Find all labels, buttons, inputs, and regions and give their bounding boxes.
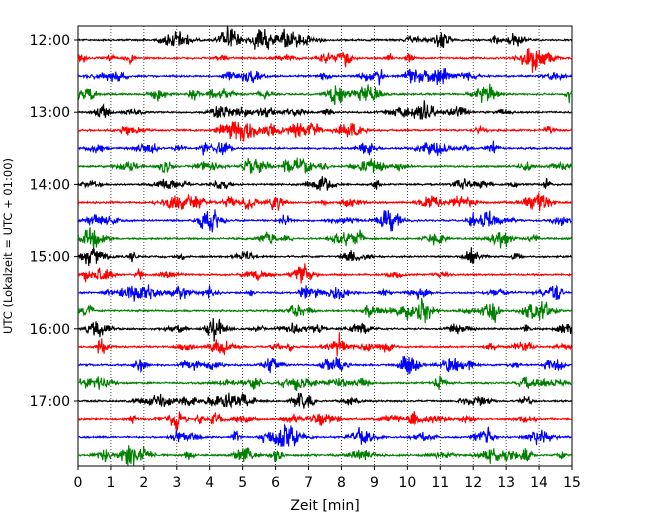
x-tick-label: 14 [530, 475, 548, 491]
x-axis-ticks: 0 1 2 3 4 5 6 7 8 9 10 11 12 13 14 15 [74, 466, 581, 491]
trace-line [77, 192, 573, 212]
trace-line [77, 375, 573, 392]
x-tick-label: 12 [464, 475, 482, 491]
y-tick-label: 13:00 [30, 105, 70, 121]
x-tick-label: 4 [205, 475, 214, 491]
x-tick-label: 6 [271, 475, 280, 491]
y-tick-label: 17:00 [30, 394, 70, 410]
trace-line [77, 423, 573, 447]
trace-line [77, 411, 573, 431]
x-tick-label: 13 [497, 475, 515, 491]
x-axis-label: Zeit [min] [290, 498, 359, 514]
trace-line [77, 246, 573, 266]
y-tick-label: 14:00 [30, 177, 70, 193]
trace-line [77, 227, 573, 249]
trace-line [77, 83, 573, 105]
plot-frame [77, 25, 573, 467]
trace-line [77, 176, 573, 191]
y-axis-ticks: 12:00 13:00 14:00 15:00 16:00 17:00 [30, 33, 78, 410]
trace-line [77, 209, 573, 233]
trace-line [77, 140, 573, 156]
y-tick-label: 16:00 [30, 322, 70, 338]
trace-line [77, 121, 573, 142]
x-tick-label: 3 [172, 475, 181, 491]
x-tick-label: 0 [74, 475, 83, 491]
y-axis-label: UTC (Lokalzeit = UTC + 01:00) [1, 158, 15, 334]
x-tick-label: 1 [106, 475, 115, 491]
x-tick-label: 7 [304, 475, 313, 491]
x-tick-label: 10 [398, 475, 416, 491]
trace-line [77, 263, 573, 284]
seismic-traces [77, 25, 573, 466]
trace-line [77, 25, 573, 50]
x-tick-label: 8 [337, 475, 346, 491]
x-tick-label: 5 [238, 475, 247, 491]
trace-line [77, 100, 573, 120]
x-tick-label: 9 [370, 475, 379, 491]
trace-line [77, 68, 573, 86]
x-tick-label: 2 [139, 475, 148, 491]
trace-line [77, 332, 573, 357]
trace-line [77, 157, 573, 174]
trace-line [77, 356, 573, 375]
y-tick-label: 12:00 [30, 33, 70, 49]
trace-line [77, 445, 573, 466]
trace-line [77, 297, 573, 324]
x-tick-label: 15 [563, 475, 581, 491]
trace-line [77, 284, 573, 302]
grid-lines [110, 26, 540, 466]
trace-line [77, 48, 573, 73]
y-tick-label: 15:00 [30, 250, 70, 266]
trace-line [77, 318, 573, 342]
x-tick-label: 11 [431, 475, 449, 491]
trace-line [77, 392, 573, 409]
